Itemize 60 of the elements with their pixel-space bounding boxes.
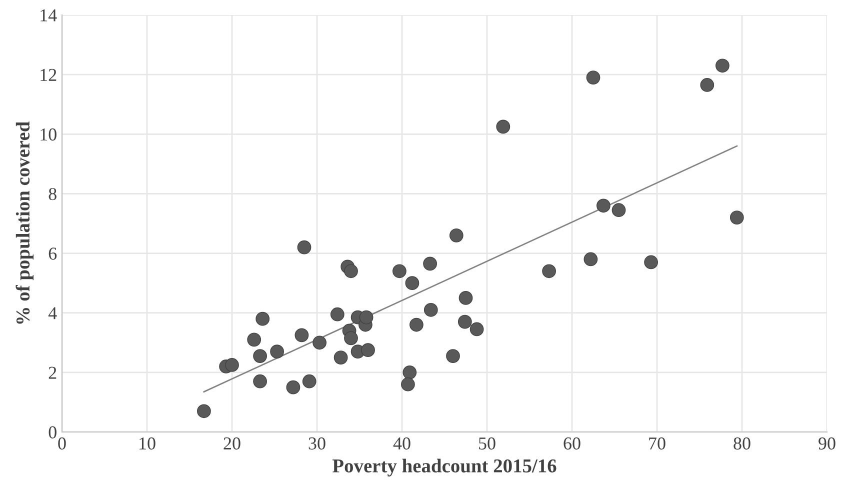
point xyxy=(253,374,267,388)
point xyxy=(458,314,472,329)
x-tick-label: 80 xyxy=(734,437,750,450)
point xyxy=(297,240,312,254)
point xyxy=(644,255,658,270)
point xyxy=(359,310,374,324)
x-tick-label: 20 xyxy=(224,437,240,450)
x-tick-label: 60 xyxy=(564,437,580,450)
x-tick-label: 40 xyxy=(393,437,410,450)
y-tick-label: 2 xyxy=(48,366,56,379)
point xyxy=(334,350,348,364)
y-tick-label: 0 xyxy=(48,426,56,438)
point xyxy=(361,343,375,358)
point xyxy=(596,198,610,213)
point xyxy=(700,78,714,92)
point xyxy=(225,358,239,372)
x-tick-label: 90 xyxy=(818,437,836,450)
point xyxy=(344,331,358,346)
point xyxy=(270,344,284,359)
point xyxy=(392,264,406,278)
point xyxy=(302,374,316,388)
point xyxy=(312,336,326,350)
point xyxy=(344,264,358,278)
point xyxy=(256,312,270,326)
point xyxy=(586,70,600,84)
y-tick-label: 8 xyxy=(48,188,56,200)
point xyxy=(286,380,300,394)
y-tick-label: 4 xyxy=(48,307,57,320)
point xyxy=(330,307,344,322)
point xyxy=(470,322,484,336)
y-axis-title: % of population covered xyxy=(16,122,34,324)
x-tick-label: 30 xyxy=(308,437,326,450)
point xyxy=(449,228,464,242)
y-tick-label: 12 xyxy=(40,68,56,81)
point xyxy=(458,291,473,305)
point xyxy=(410,318,424,332)
point xyxy=(424,302,438,317)
point xyxy=(612,203,626,218)
y-tick-label: 10 xyxy=(40,128,56,141)
point xyxy=(584,252,598,266)
point xyxy=(197,404,211,418)
point xyxy=(294,328,309,342)
point xyxy=(402,365,417,380)
point xyxy=(247,332,262,347)
x-tick-label: 0 xyxy=(58,437,66,450)
point xyxy=(253,349,267,363)
x-tick-label: 70 xyxy=(649,437,666,450)
point xyxy=(496,120,510,134)
point xyxy=(405,276,420,290)
point xyxy=(446,349,460,363)
point xyxy=(730,210,744,224)
x-tick-label: 10 xyxy=(140,437,156,450)
y-tick-label: 6 xyxy=(48,248,57,260)
point xyxy=(542,264,556,278)
point xyxy=(401,377,415,392)
x-axis-title: Poverty headcount 2015/16 xyxy=(332,458,556,476)
point xyxy=(716,58,730,73)
point xyxy=(423,256,437,271)
x-tick-label: 50 xyxy=(479,437,496,450)
y-tick-label: 14 xyxy=(40,9,57,22)
